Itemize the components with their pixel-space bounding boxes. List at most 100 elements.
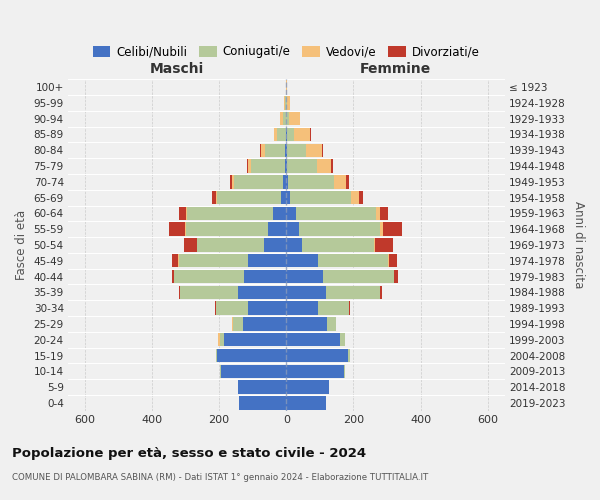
Bar bbox=[286, 302, 318, 315]
Text: Femmine: Femmine bbox=[360, 62, 431, 76]
Bar bbox=[286, 112, 289, 126]
Bar bbox=[277, 128, 286, 141]
Bar bbox=[221, 364, 286, 378]
Bar bbox=[248, 254, 286, 268]
Bar bbox=[174, 270, 244, 283]
Bar bbox=[340, 333, 345, 346]
Bar bbox=[239, 396, 286, 409]
Bar bbox=[181, 286, 238, 299]
Bar bbox=[334, 175, 346, 188]
Bar bbox=[388, 254, 389, 268]
Bar bbox=[344, 364, 345, 378]
Bar bbox=[326, 318, 336, 330]
Bar bbox=[265, 144, 285, 157]
Bar bbox=[286, 191, 290, 204]
Bar bbox=[286, 380, 329, 394]
Bar bbox=[376, 238, 393, 252]
Bar bbox=[359, 191, 363, 204]
Bar bbox=[172, 254, 178, 268]
Bar bbox=[286, 222, 299, 236]
Bar bbox=[351, 191, 359, 204]
Bar bbox=[265, 238, 286, 252]
Bar bbox=[217, 191, 281, 204]
Bar bbox=[179, 286, 181, 299]
Bar bbox=[261, 144, 265, 157]
Bar bbox=[179, 254, 248, 268]
Bar bbox=[310, 128, 311, 141]
Bar bbox=[331, 160, 332, 172]
Bar bbox=[247, 160, 248, 172]
Bar bbox=[185, 222, 268, 236]
Bar bbox=[286, 396, 326, 409]
Bar bbox=[286, 318, 326, 330]
Bar bbox=[286, 238, 302, 252]
Bar bbox=[289, 112, 300, 126]
Bar bbox=[169, 222, 185, 236]
Bar bbox=[286, 175, 288, 188]
Bar bbox=[230, 175, 232, 188]
Bar bbox=[187, 206, 273, 220]
Y-axis label: Fasce di età: Fasce di età bbox=[15, 210, 28, 280]
Bar bbox=[212, 191, 216, 204]
Bar bbox=[217, 349, 286, 362]
Bar bbox=[216, 349, 217, 362]
Bar bbox=[242, 318, 286, 330]
Bar bbox=[286, 286, 326, 299]
Bar bbox=[184, 238, 197, 252]
Bar bbox=[268, 222, 286, 236]
Bar bbox=[251, 160, 284, 172]
Bar bbox=[284, 160, 286, 172]
Text: Maschi: Maschi bbox=[150, 62, 204, 76]
Bar bbox=[323, 270, 394, 283]
Bar bbox=[224, 333, 286, 346]
Bar bbox=[286, 206, 296, 220]
Bar bbox=[299, 222, 380, 236]
Bar bbox=[280, 112, 283, 126]
Bar bbox=[244, 270, 286, 283]
Bar bbox=[290, 191, 351, 204]
Bar bbox=[220, 333, 224, 346]
Bar bbox=[302, 238, 374, 252]
Bar bbox=[232, 318, 233, 330]
Bar bbox=[286, 144, 287, 157]
Bar bbox=[260, 144, 261, 157]
Bar bbox=[389, 254, 397, 268]
Bar bbox=[349, 302, 350, 315]
Bar bbox=[216, 302, 248, 315]
Bar bbox=[215, 302, 216, 315]
Bar bbox=[374, 238, 376, 252]
Bar bbox=[286, 270, 323, 283]
Bar bbox=[286, 349, 349, 362]
Bar bbox=[286, 96, 287, 110]
Bar bbox=[286, 364, 344, 378]
Bar bbox=[285, 144, 286, 157]
Bar bbox=[285, 96, 286, 110]
Bar bbox=[346, 175, 349, 188]
Bar bbox=[283, 112, 286, 126]
Bar bbox=[218, 333, 220, 346]
Bar bbox=[220, 364, 221, 378]
Bar bbox=[287, 96, 290, 110]
Bar bbox=[234, 175, 283, 188]
Bar bbox=[380, 222, 383, 236]
Bar bbox=[233, 318, 242, 330]
Bar bbox=[238, 286, 286, 299]
Text: COMUNE DI PALOMBARA SABINA (RM) - Dati ISTAT 1° gennaio 2024 - Elaborazione TUTT: COMUNE DI PALOMBARA SABINA (RM) - Dati I… bbox=[12, 472, 428, 482]
Bar bbox=[287, 144, 306, 157]
Bar bbox=[380, 286, 382, 299]
Bar bbox=[179, 206, 186, 220]
Bar bbox=[295, 128, 310, 141]
Bar bbox=[281, 191, 286, 204]
Bar bbox=[274, 128, 277, 141]
Bar bbox=[286, 80, 287, 94]
Bar bbox=[238, 380, 286, 394]
Bar bbox=[287, 160, 317, 172]
Bar bbox=[186, 206, 187, 220]
Bar bbox=[317, 160, 331, 172]
Bar bbox=[216, 191, 217, 204]
Bar bbox=[286, 128, 287, 141]
Bar bbox=[178, 254, 179, 268]
Bar bbox=[349, 349, 350, 362]
Bar bbox=[286, 160, 287, 172]
Bar bbox=[288, 175, 334, 188]
